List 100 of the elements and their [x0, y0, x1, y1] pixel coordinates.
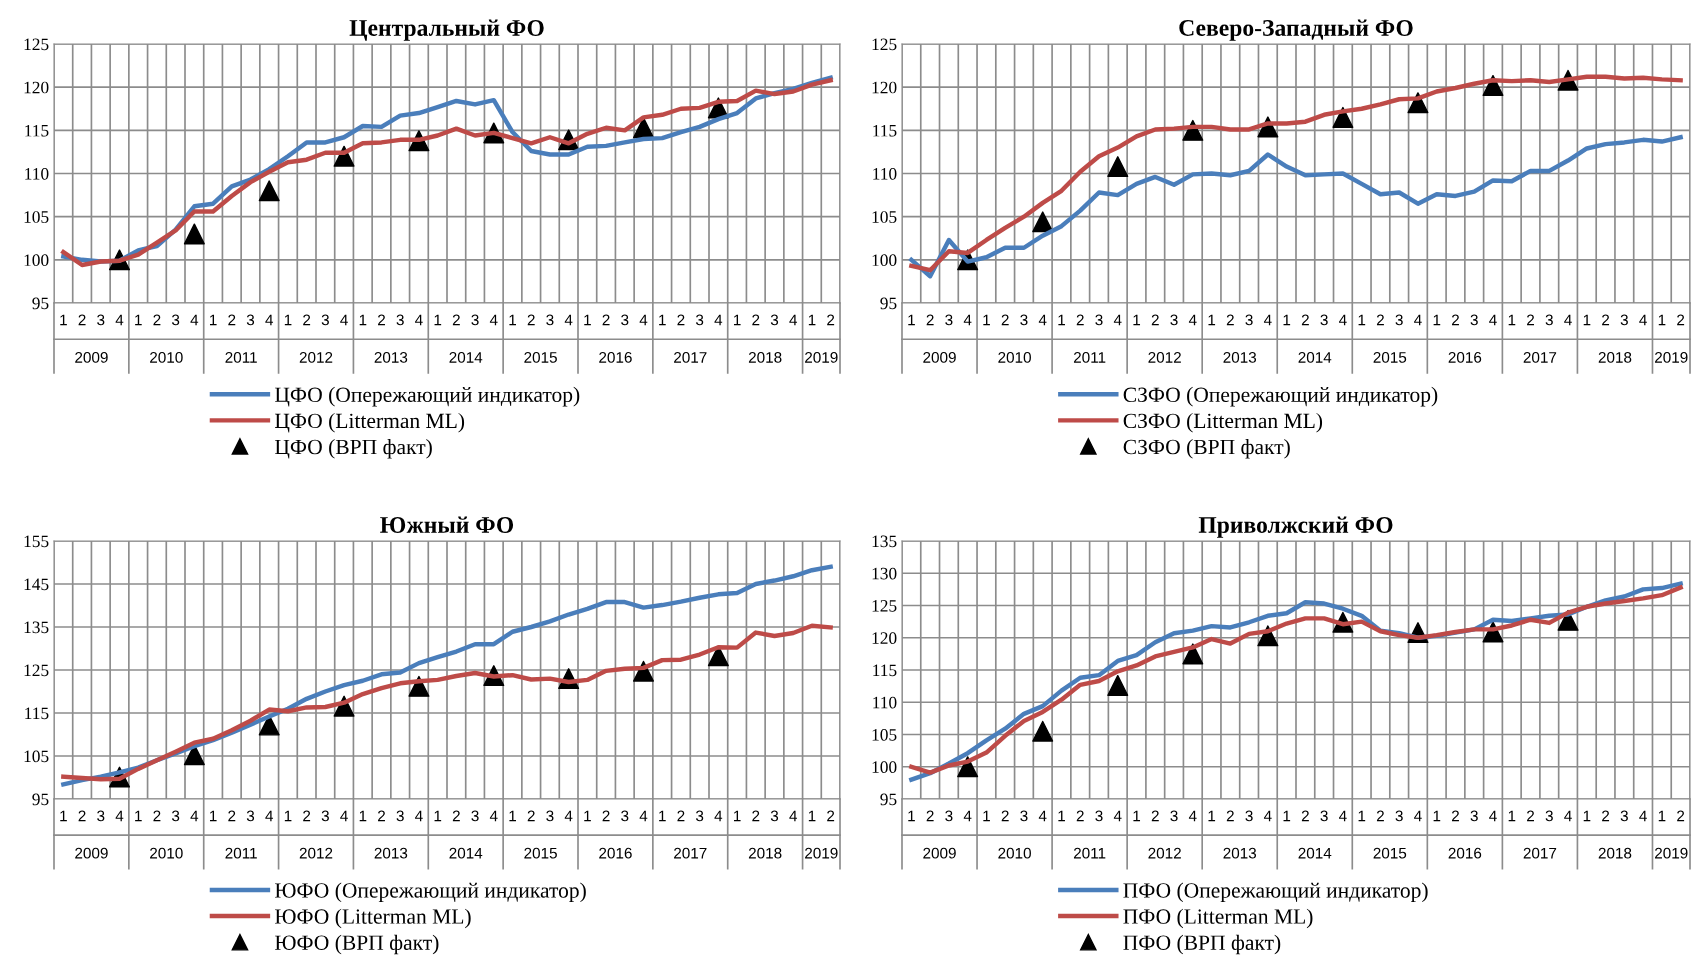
- x-tick-label: 2: [378, 314, 385, 326]
- text: 2019: [1655, 847, 1688, 859]
- x-tick-label: 2: [926, 314, 934, 326]
- y-tick-label: 100: [24, 254, 49, 267]
- x-tick-label: 3: [97, 810, 105, 822]
- y-tick-label: 95: [32, 793, 49, 806]
- x-tick-label: 4: [963, 314, 972, 326]
- x-tick-label: 4: [1339, 314, 1347, 326]
- text: 2011: [1073, 351, 1106, 363]
- text: 2015: [1373, 847, 1407, 859]
- x-tick-label: 2: [677, 314, 685, 326]
- x-tick-label: 2: [752, 314, 760, 326]
- x-tick-label: 4: [1113, 810, 1122, 822]
- y-tick-label: 125: [24, 664, 49, 677]
- x-tick-label: 2: [602, 314, 610, 326]
- legend-label: ЮФО (Опережающий индикатор): [275, 882, 586, 903]
- x-tick-label: 2: [1452, 314, 1459, 326]
- x-tick-label: 3: [546, 314, 554, 326]
- x-tick-label: 1: [1658, 810, 1666, 822]
- text: 2009: [923, 351, 956, 363]
- x-tick-label: 1: [434, 314, 442, 326]
- x-tick-label: 3: [695, 314, 704, 326]
- x-tick-label: 3: [171, 810, 180, 822]
- x-tick-label: 3: [1470, 314, 1478, 326]
- x-tick-label: 1: [509, 314, 516, 326]
- x-tick-label: 1: [908, 314, 915, 326]
- x-tick-label: 1: [908, 810, 915, 822]
- legend-label: ПФО (ВРП факт): [1123, 934, 1281, 955]
- text: 2018: [1598, 847, 1632, 859]
- x-tick-label: 3: [321, 314, 329, 326]
- x-tick-label: 1: [733, 314, 741, 326]
- point: [258, 180, 280, 202]
- x-tick-label: 2: [1001, 810, 1009, 822]
- y-tick-label: 105: [24, 211, 49, 223]
- x-tick-label: 1: [1358, 810, 1366, 822]
- text: 2010: [998, 847, 1031, 859]
- y-tick-label: 155: [24, 535, 49, 548]
- text: 2019: [1655, 351, 1688, 363]
- text: 2014: [1298, 351, 1332, 363]
- x-tick-label: 1: [1508, 810, 1516, 822]
- x-tick-label: 2: [926, 810, 934, 822]
- x-tick-label: 4: [1113, 314, 1122, 326]
- chart-title: Южный ФО: [380, 516, 514, 533]
- text: 2013: [1223, 847, 1257, 859]
- text: 2014: [449, 351, 483, 363]
- x-tick-label: 2: [1301, 810, 1309, 822]
- x-tick-label: 2: [1602, 810, 1610, 822]
- text: 2009: [75, 847, 108, 859]
- x-tick-label: 1: [659, 314, 666, 326]
- x-tick-label: 2: [1452, 810, 1459, 822]
- x-tick-label: 3: [1020, 314, 1028, 326]
- x-tick-label: 4: [489, 314, 498, 326]
- x-tick-label: 4: [115, 810, 124, 822]
- x-tick-label: 1: [659, 810, 666, 822]
- legend-label: ЦФО (Опережающий индикатор): [275, 386, 580, 407]
- x-tick-label: 1: [60, 314, 67, 326]
- text: 2010: [150, 351, 183, 363]
- x-tick-label: 1: [1283, 314, 1291, 326]
- x-tick-label: 4: [963, 810, 972, 822]
- text: 2017: [1523, 351, 1557, 363]
- x-tick-label: 1: [1208, 314, 1216, 326]
- point: [1107, 674, 1129, 696]
- x-tick-label: 3: [945, 810, 953, 822]
- x-tick-label: 2: [827, 314, 835, 326]
- x-tick-label: 1: [1283, 810, 1291, 822]
- x-tick-label: 3: [945, 314, 953, 326]
- y-tick-label: 120: [872, 81, 897, 94]
- x-tick-label: 2: [752, 810, 760, 822]
- text: 2015: [524, 847, 557, 859]
- x-tick-label: 1: [1058, 810, 1065, 822]
- x-tick-label: 3: [770, 810, 779, 822]
- y-tick-label: 110: [873, 167, 897, 180]
- y-tick-label: 100: [872, 254, 897, 267]
- y-tick-label: 105: [872, 211, 897, 223]
- y-tick-label: 115: [873, 664, 897, 677]
- text: 2019: [805, 847, 838, 859]
- y-tick-label: 95: [880, 297, 897, 310]
- text: 2013: [374, 351, 408, 363]
- text: 2016: [599, 847, 632, 859]
- text: 2014: [449, 847, 483, 859]
- x-tick-label: 3: [695, 810, 704, 822]
- legend-label: ЦФО (ВРП факт): [275, 439, 432, 459]
- text: 2017: [674, 351, 707, 363]
- x-tick-label: 2: [1527, 810, 1535, 822]
- x-tick-label: 2: [153, 810, 161, 822]
- x-tick-label: 3: [1620, 314, 1628, 326]
- text: 2010: [998, 351, 1031, 363]
- x-tick-label: 1: [1508, 314, 1516, 326]
- x-tick-label: 2: [452, 314, 460, 326]
- x-tick-label: 3: [1170, 314, 1178, 326]
- x-tick-label: 4: [564, 810, 573, 822]
- chart-title: Северо-Западный ФО: [1179, 19, 1413, 41]
- x-tick-label: 4: [265, 810, 274, 822]
- x-tick-label: 4: [190, 810, 199, 822]
- x-tick-label: 1: [359, 314, 367, 326]
- text: 2017: [674, 847, 707, 859]
- chart-title: Приволжский ФО: [1198, 516, 1393, 538]
- x-tick-label: 3: [1545, 314, 1553, 326]
- x-tick-label: 1: [60, 810, 67, 822]
- text: 2010: [150, 847, 183, 859]
